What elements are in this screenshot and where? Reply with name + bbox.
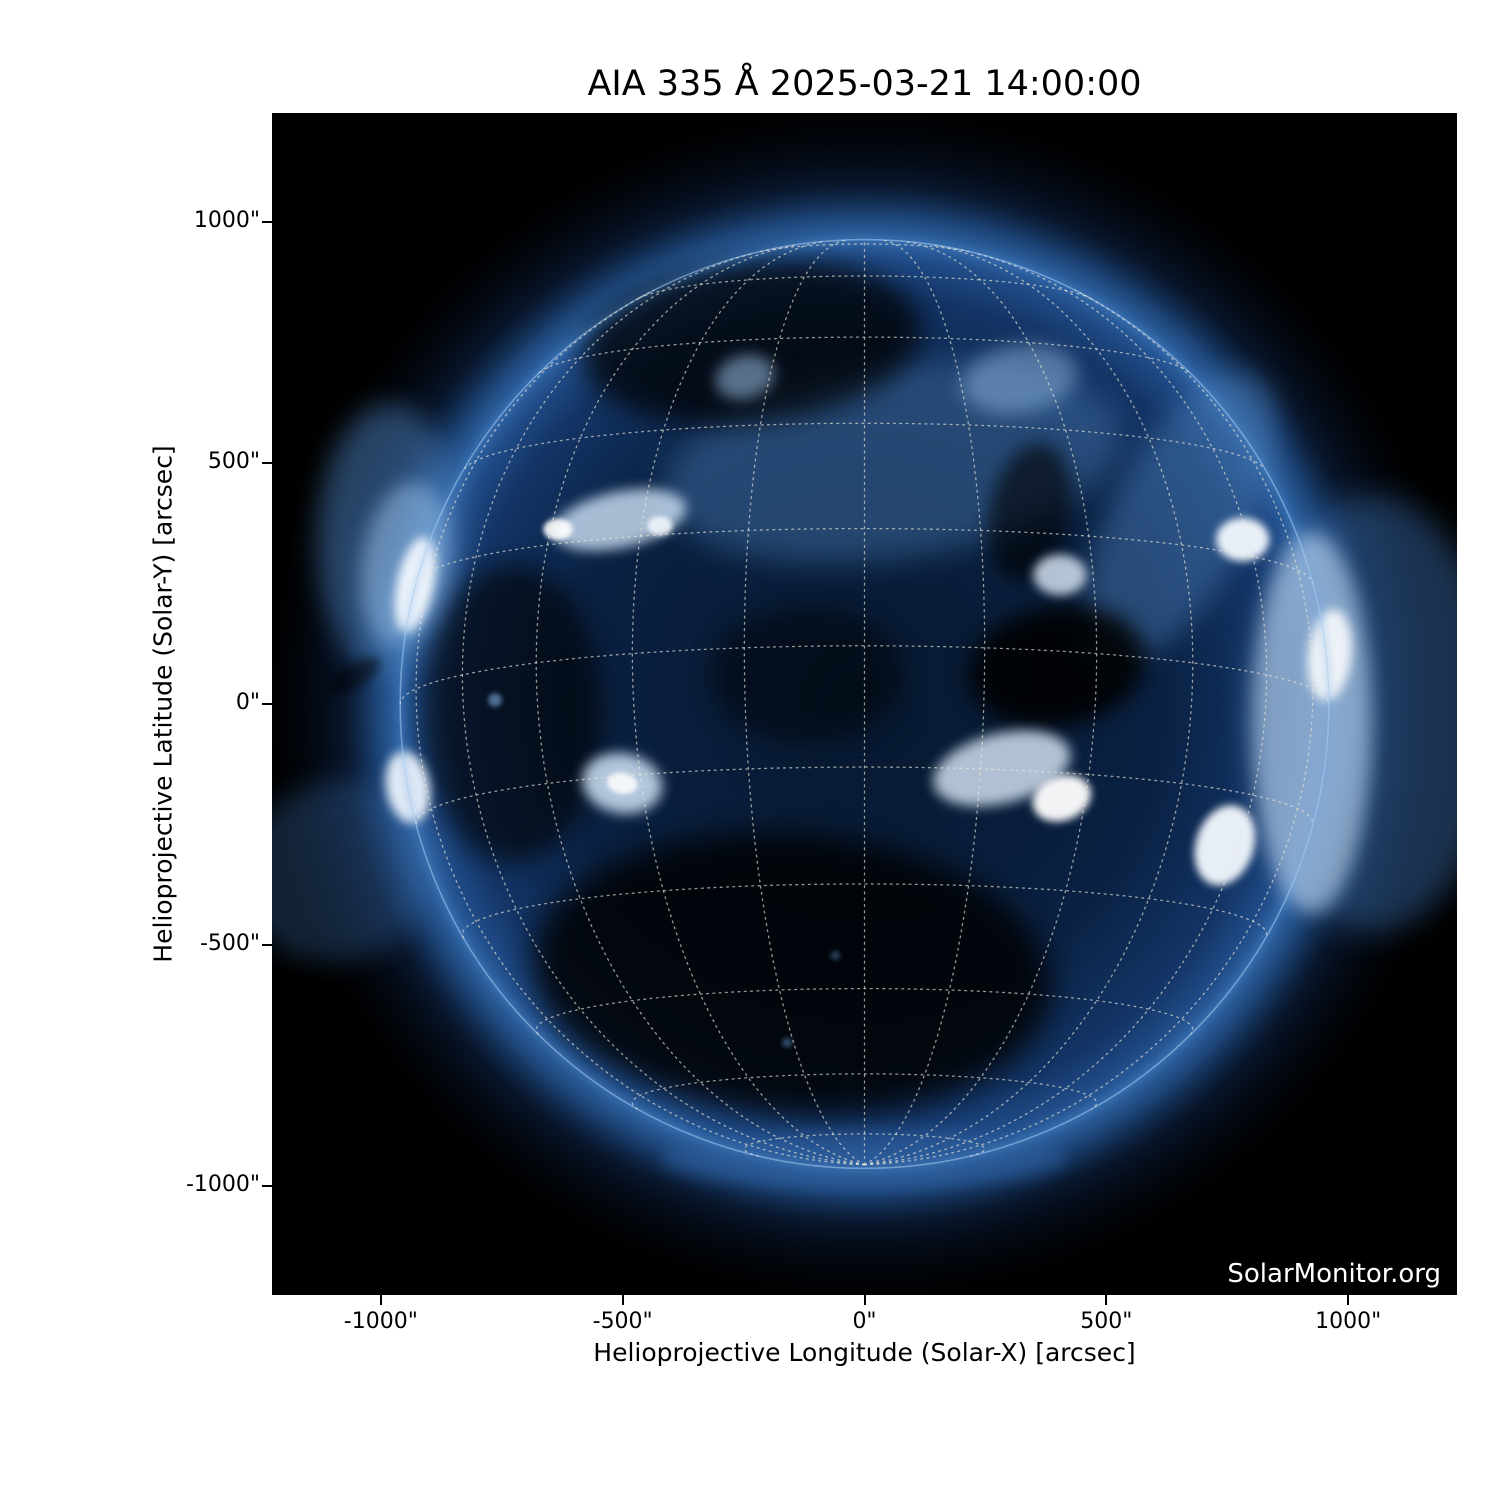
y-tick-mark xyxy=(262,220,272,223)
x-tick-mark xyxy=(379,1295,382,1305)
x-axis-label: Helioprojective Longitude (Solar-X) [arc… xyxy=(593,1338,1136,1367)
x-tick-label: 0" xyxy=(852,1309,877,1334)
solar-feature-glow xyxy=(272,779,441,962)
solar-feature-bright xyxy=(831,951,840,960)
solar-feature-bright xyxy=(1194,805,1256,886)
solar-feature-dark xyxy=(582,260,921,425)
solar-feature-dark xyxy=(709,607,904,743)
y-axis-label: Helioprojective Latitude (Solar-Y) [arcs… xyxy=(148,445,178,963)
solar-feature-bright xyxy=(606,772,638,795)
solar-feature-dark xyxy=(532,832,1052,1115)
watermark: SolarMonitor.org xyxy=(1227,1259,1441,1289)
solar-feature-bright xyxy=(933,730,1071,807)
x-tick-label: 500" xyxy=(1080,1309,1133,1334)
x-tick-mark xyxy=(1105,1295,1108,1305)
x-tick-mark xyxy=(1347,1295,1350,1305)
solar-feature-glow xyxy=(1083,373,1276,663)
solar-feature-bright xyxy=(543,518,573,541)
solar-feature-bright xyxy=(1216,517,1270,562)
x-tick-label: -1000" xyxy=(343,1309,418,1334)
solar-feature-dark xyxy=(968,605,1146,729)
solar-feature-bright xyxy=(962,344,1078,414)
solar-feature-bright xyxy=(1307,609,1352,701)
solar-disk-image xyxy=(272,113,1457,1295)
x-tick-label: -500" xyxy=(592,1309,653,1334)
x-tick-mark xyxy=(863,1295,866,1305)
y-tick-label: 0" xyxy=(235,690,260,715)
heliographic-grid xyxy=(399,239,1330,1166)
solar-image-plot: SolarMonitor.org xyxy=(272,113,1457,1295)
solar-feature-dark xyxy=(421,563,602,864)
solar-feature-bright xyxy=(488,693,502,707)
solar-feature-bright xyxy=(1032,775,1092,822)
y-tick-mark xyxy=(262,703,272,705)
chart-title: AIA 335 Å 2025-03-21 14:00:00 xyxy=(272,64,1457,104)
solar-feature-bright xyxy=(1033,554,1087,596)
x-tick-mark xyxy=(621,1295,624,1305)
y-tick-label: 1000" xyxy=(193,207,260,233)
y-tick-mark xyxy=(262,1185,272,1188)
y-tick-mark xyxy=(262,461,272,464)
y-tick-label: 500" xyxy=(207,448,260,474)
y-tick-mark xyxy=(262,944,272,947)
x-tick-label: 1000" xyxy=(1315,1309,1382,1334)
y-tick-label: -500" xyxy=(199,931,260,957)
title-angstrom-symbol: Å xyxy=(734,64,759,104)
solar-feature-bright xyxy=(715,354,775,400)
solar-feature-dark xyxy=(988,443,1072,582)
solar-feature-bright xyxy=(782,1037,792,1048)
y-tick-label: -1000" xyxy=(185,1172,260,1198)
title-datetime: 2025-03-21 14:00:00 xyxy=(758,64,1142,104)
solar-feature-dark xyxy=(329,657,382,693)
solar-feature-bright xyxy=(647,516,673,536)
title-instrument-wavelength: AIA 335 xyxy=(587,64,735,104)
